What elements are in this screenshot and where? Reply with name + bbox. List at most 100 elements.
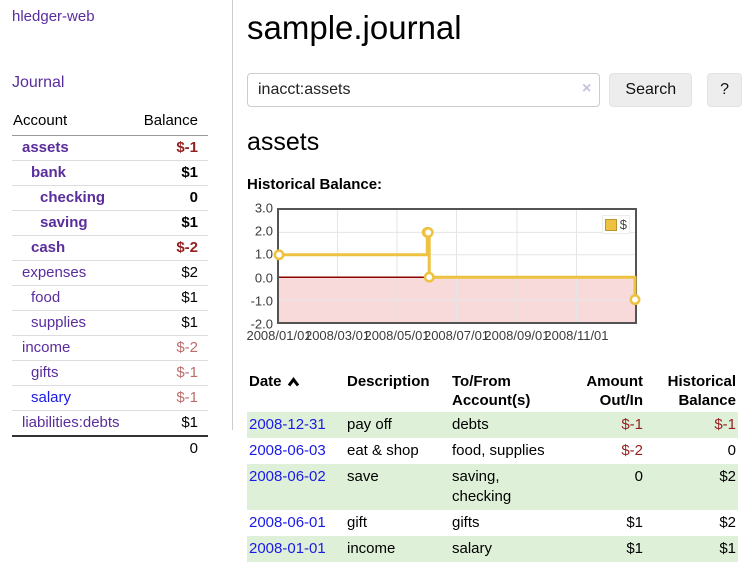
register-row: 2008-06-02 save saving, checking 0 $2 [247,464,738,510]
account-row: saving $1 [12,210,208,236]
register-row: 2008-06-01 gift gifts $1 $2 [247,510,738,536]
accounts-header-balance: Balance [134,109,208,136]
transaction-amount: $-2 [621,442,643,459]
transaction-balance: $1 [719,540,736,557]
sidebar-account-link-salary[interactable]: salary [31,389,72,406]
sidebar-account-link-assets[interactable]: assets [22,139,69,156]
transaction-amount: $1 [626,540,643,557]
transaction-amount: 0 [634,468,643,485]
account-balance: $-1 [134,385,208,411]
account-row: assets $-1 [12,136,208,161]
account-row: income $-2 [12,335,208,361]
sidebar-account-link-checking[interactable]: checking [40,189,106,206]
transaction-date-link[interactable]: 2008-06-03 [249,442,326,459]
account-balance: $-2 [134,235,208,261]
sidebar-account-link-saving[interactable]: saving [40,214,88,231]
x-tick-label: 2008/01/01 [246,328,312,343]
register-row: 2008-12-31 pay off debts $-1 $-1 [247,412,738,438]
account-balance: $1 [134,210,208,236]
y-tick-label: 1.0 [254,246,273,262]
transaction-date-link[interactable]: 2008-01-01 [249,540,326,557]
main-content: sample.journal × Search ? assets Histori… [246,0,742,562]
historical-balance-chart: 3.0 2.0 1.0 0.0 -1.0 -2.0 $ 2008/01/01 2008/03… [246,201,742,346]
account-row: food $1 [12,285,208,311]
chart-x-axis: 2008/01/01 2008/03/01 2008/05/01 2008/07/01… [246,328,742,344]
transaction-accounts: food, supplies [452,442,545,459]
transaction-balance: $-1 [714,416,736,433]
account-balance: $2 [134,260,208,286]
transaction-balance: $2 [719,468,736,485]
y-tick-label: -2.0 [250,316,273,332]
transaction-description: eat & shop [347,442,419,459]
sidebar-item-journal[interactable]: Journal [12,74,65,91]
x-tick-label: 2008/07/01 [423,328,490,343]
register-header-accounts: To/From Account(s) [452,373,531,409]
account-balance: $1 [134,285,208,311]
account-title: assets [247,128,320,156]
accounts-total-row: 0 [12,435,208,461]
register-header-date-label: Date [249,373,282,390]
search-bar: × Search ? [247,73,742,107]
sidebar-account-link-cash[interactable]: cash [31,239,66,256]
register-table: Date Description To/From Account(s) Amou… [247,370,738,562]
sidebar-account-link-liabilities-debts[interactable]: liabilities:debts [22,414,120,431]
register-header-row: Date Description To/From Account(s) Amou… [247,370,738,412]
x-tick-label: 2008/11/01 [544,328,609,343]
account-row: salary $-1 [12,385,208,411]
account-balance: $1 [134,310,208,336]
sidebar-account-link-supplies[interactable]: supplies [31,314,87,331]
transaction-description: pay off [347,416,392,433]
accounts-table: Account Balance assets $-1 bank $1 checking 0… [12,109,208,461]
register-row: 2008-01-01 income salary $1 $1 [247,536,738,562]
account-balance: 0 [134,185,208,211]
clear-search-icon[interactable]: × [582,80,592,97]
transaction-date-link[interactable]: 2008-06-01 [249,514,326,531]
transaction-date-link[interactable]: 2008-06-02 [249,468,326,485]
sidebar-account-link-gifts[interactable]: gifts [31,364,59,381]
account-row: liabilities:debts $1 [12,410,208,436]
account-balance: $1 [134,160,208,186]
y-tick-label: 3.0 [254,200,273,216]
sort-asc-icon [287,373,300,392]
app-title-link[interactable]: hledger-web [12,8,95,25]
register-header-date[interactable]: Date [247,370,345,412]
transaction-description: gift [347,514,368,531]
account-row: checking 0 [12,185,208,211]
chart-y-axis: 3.0 2.0 1.0 0.0 -1.0 -2.0 [247,201,273,332]
transaction-accounts: debts [452,416,489,433]
legend-label: $ [619,217,627,232]
x-tick-label: 2008/05/01 [364,328,430,343]
account-row: bank $1 [12,160,208,186]
register-header-amount: Amount Out/In [586,373,643,409]
y-tick-label: -1.0 [250,293,273,309]
transaction-amount: $-1 [621,416,643,433]
chart-plot-area[interactable]: $ [273,208,641,324]
register-row: 2008-06-03 eat & shop food, supplies $-2 0 [247,438,738,464]
account-row: gifts $-1 [12,360,208,386]
transaction-accounts: salary [452,540,493,557]
chart-svg [273,210,641,322]
register-header-balance: Historical Balance [667,373,736,409]
sidebar-account-link-expenses[interactable]: expenses [22,264,87,281]
transaction-accounts: saving, checking [452,468,512,505]
account-row: supplies $1 [12,310,208,336]
transaction-accounts: gifts [452,514,480,531]
accounts-total-value: 0 [134,435,208,461]
chart-legend: $ [601,215,630,234]
help-button[interactable]: ? [707,73,742,107]
legend-swatch-icon [604,218,617,231]
sidebar-account-link-income[interactable]: income [22,339,71,356]
x-tick-label: 2008/03/01 [304,328,371,343]
search-input[interactable] [247,73,601,107]
y-tick-label: 0.0 [254,270,273,286]
y-tick-label: 2.0 [254,223,273,239]
transaction-balance: $2 [719,514,736,531]
sidebar-account-link-bank[interactable]: bank [31,164,67,181]
search-button[interactable]: Search [609,73,693,107]
page-title: sample.journal [247,9,462,46]
sidebar-account-link-food[interactable]: food [31,289,61,306]
account-row: expenses $2 [12,260,208,286]
sidebar: hledger-web Journal Account Balance asse… [0,0,233,461]
transaction-date-link[interactable]: 2008-12-31 [249,416,326,433]
account-balance: $-1 [176,139,198,156]
